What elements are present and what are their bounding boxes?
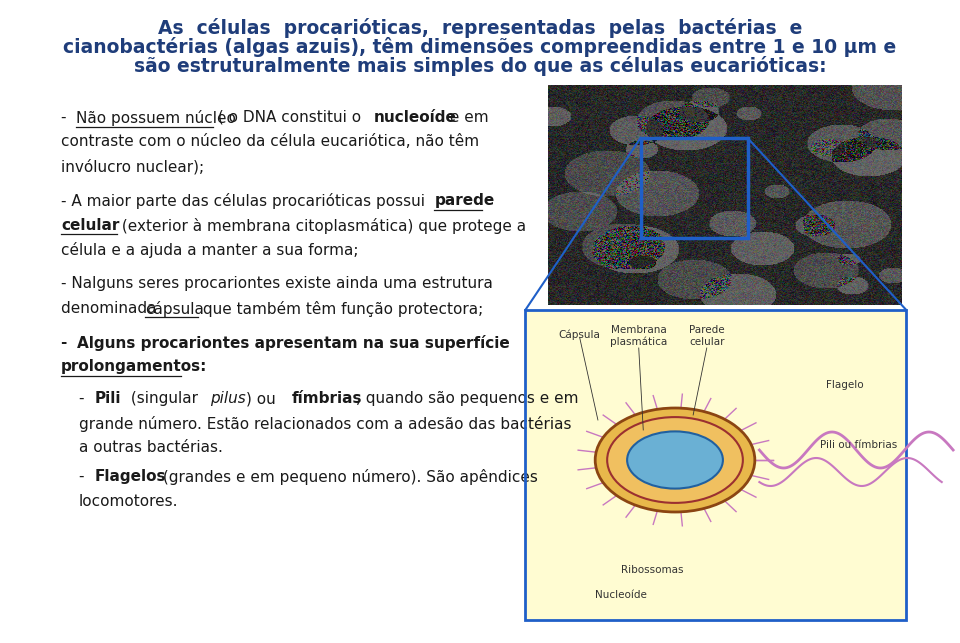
Text: cápsula: cápsula (145, 301, 204, 316)
Text: Alguns procariontes apresentam na sua superfície: Alguns procariontes apresentam na sua su… (77, 335, 510, 351)
Text: Ribossomas: Ribossomas (621, 565, 684, 575)
Text: célula e a ajuda a manter a sua forma;: célula e a ajuda a manter a sua forma; (60, 242, 358, 258)
Text: , quando são pequenos e em: , quando são pequenos e em (356, 391, 579, 406)
Text: -: - (60, 110, 71, 125)
Text: - Nalguns seres procariontes existe ainda uma estrutura: - Nalguns seres procariontes existe aind… (60, 276, 492, 291)
Text: são estruturalmente mais simples do que as células eucarióticas:: são estruturalmente mais simples do que … (133, 56, 827, 76)
Text: fímbrias: fímbrias (292, 391, 363, 406)
Text: ( o DNA constitui o: ( o DNA constitui o (213, 110, 367, 125)
Text: cianobactérias (algas azuis), têm dimensões compreendidas entre 1 e 10 μm e: cianobactérias (algas azuis), têm dimens… (63, 37, 897, 57)
Text: contraste com o núcleo da célula eucariótica, não têm: contraste com o núcleo da célula eucarió… (60, 134, 479, 149)
Text: (singular: (singular (127, 391, 204, 406)
Text: Pili ou fímbrias: Pili ou fímbrias (820, 440, 898, 450)
Ellipse shape (595, 408, 755, 512)
Text: Cápsula: Cápsula (559, 330, 601, 341)
Text: (grandes e em pequeno número). São apêndices: (grandes e em pequeno número). São apênd… (158, 469, 539, 485)
Text: Flagelo: Flagelo (827, 380, 864, 390)
Text: parede: parede (435, 193, 494, 208)
Text: (exterior à membrana citoplasmática) que protege a: (exterior à membrana citoplasmática) que… (117, 217, 526, 233)
Bar (525, 310, 906, 620)
Text: -: - (79, 391, 89, 406)
Text: prolongamentos:: prolongamentos: (60, 359, 207, 374)
Text: -: - (79, 469, 89, 484)
Text: a outras bactérias.: a outras bactérias. (79, 440, 223, 455)
Text: Nucleoíde: Nucleoíde (594, 590, 646, 600)
Text: locomotores.: locomotores. (79, 494, 179, 509)
Text: invólucro nuclear);: invólucro nuclear); (60, 159, 204, 174)
Text: - A maior parte das células procarióticas possui: - A maior parte das células procariótica… (60, 193, 430, 209)
Text: Pili: Pili (94, 391, 121, 406)
Text: nucleoíde: nucleoíde (373, 110, 456, 125)
Text: pilus: pilus (210, 391, 246, 406)
Text: denominada: denominada (60, 301, 161, 316)
Text: As  células  procarióticas,  representadas  pelas  bactérias  e: As células procarióticas, representadas … (157, 18, 803, 38)
Text: que também têm função protectora;: que também têm função protectora; (198, 301, 484, 316)
Text: Não possuem núcleo: Não possuem núcleo (76, 110, 236, 126)
Text: Membrana
plasmática: Membrana plasmática (611, 325, 667, 347)
Bar (640, 138, 748, 238)
Text: ) ou: ) ou (247, 391, 286, 406)
Text: Parede
celular: Parede celular (689, 325, 725, 347)
Text: -: - (60, 335, 73, 350)
Text: grande número. Estão relacionados com a adesão das bactérias: grande número. Estão relacionados com a … (79, 415, 571, 431)
Ellipse shape (627, 431, 723, 489)
Text: Flagelos: Flagelos (94, 469, 166, 484)
Text: e em: e em (445, 110, 489, 125)
Text: celular: celular (60, 217, 119, 233)
Ellipse shape (607, 417, 743, 503)
